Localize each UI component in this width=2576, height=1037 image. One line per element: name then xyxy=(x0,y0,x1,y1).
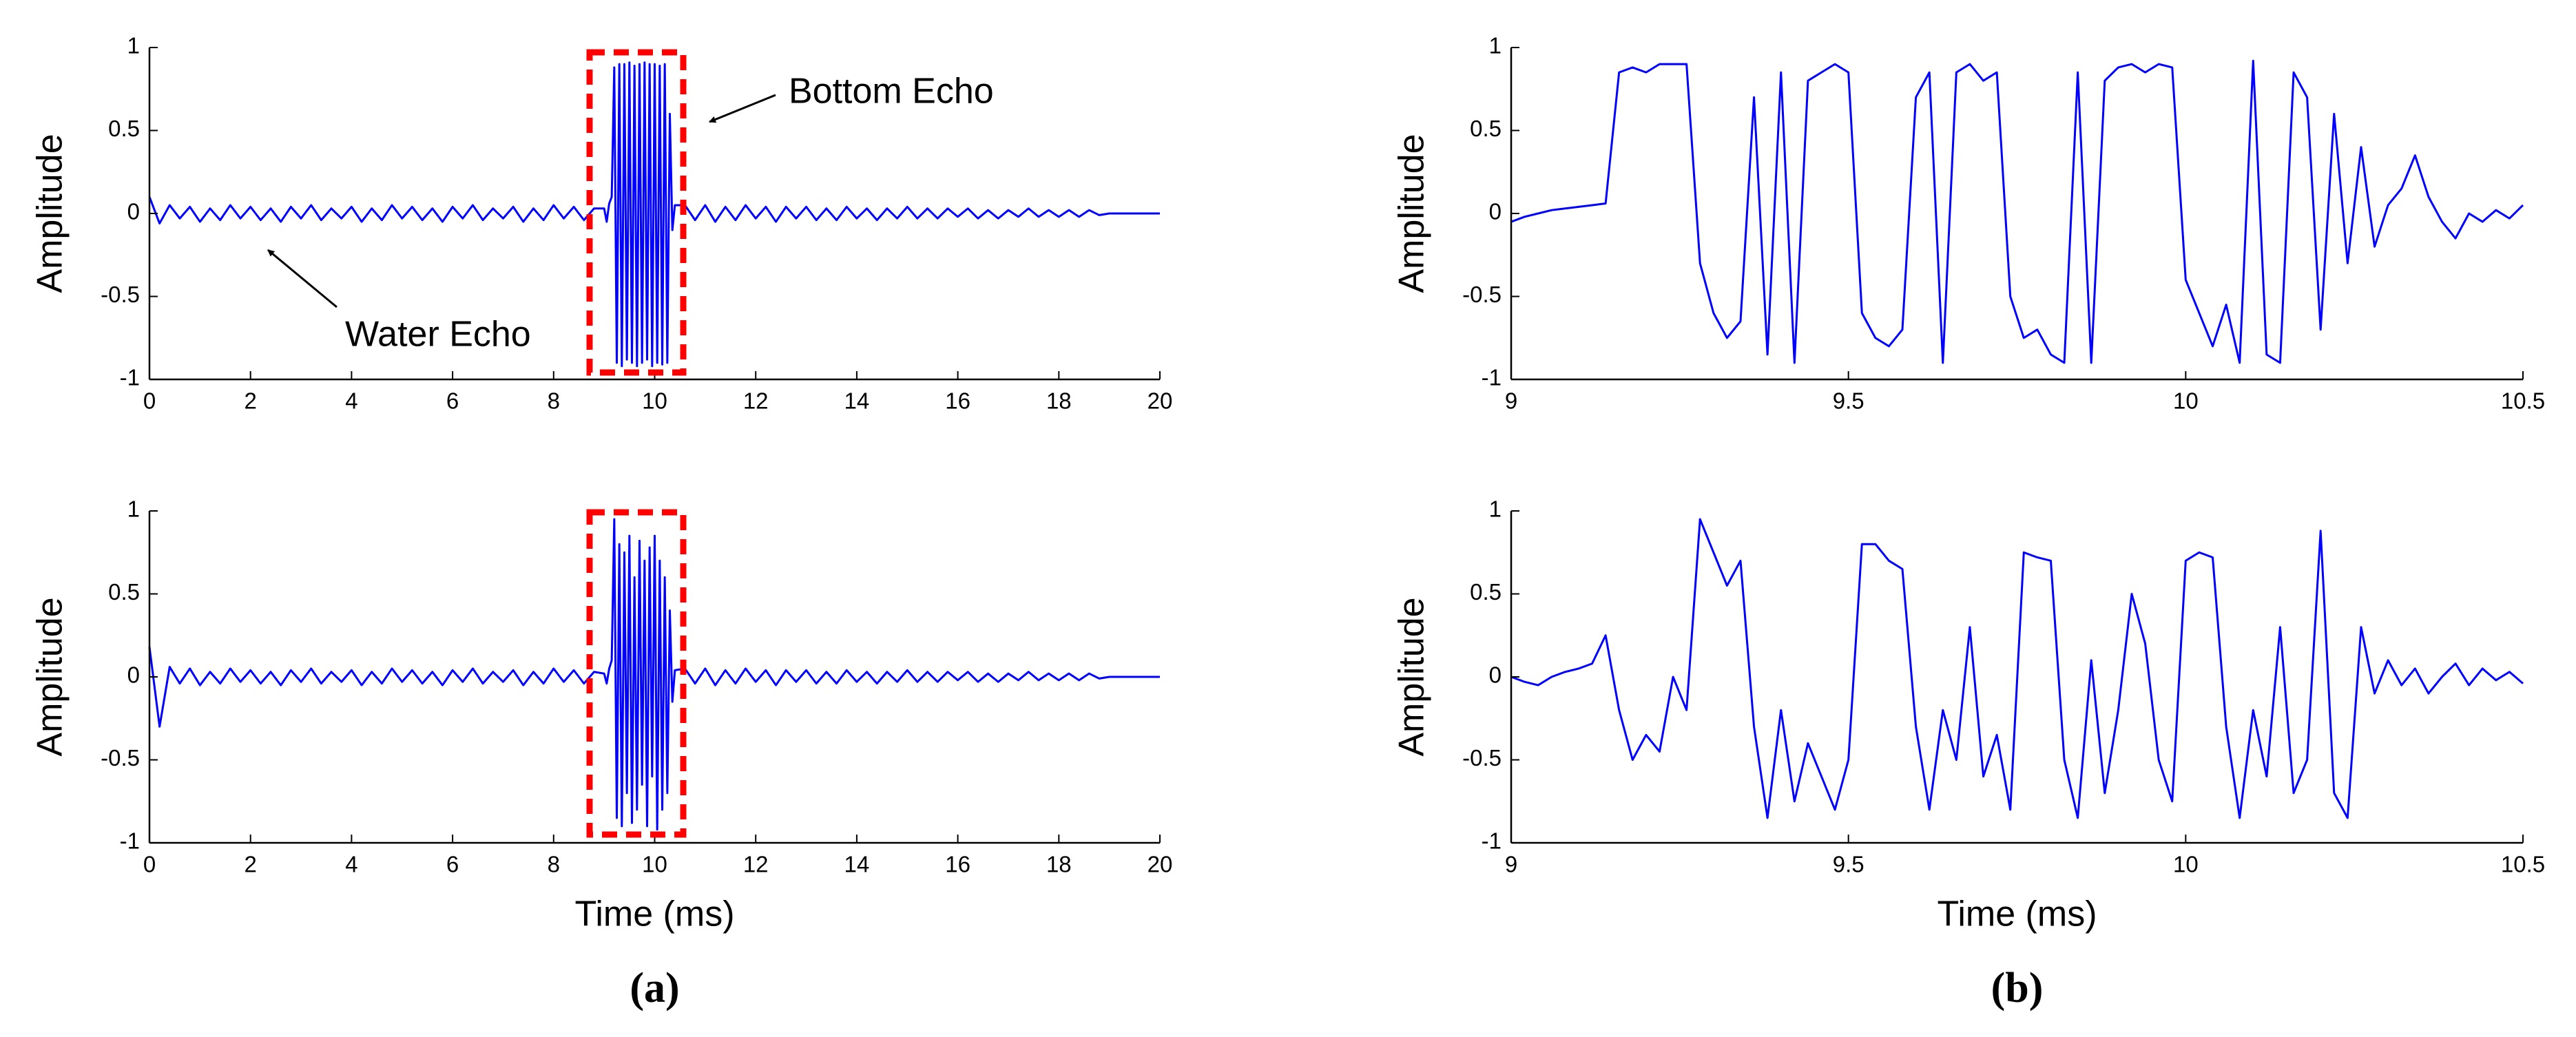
y-axis-label: Amplitude xyxy=(1392,597,1432,756)
x-tick-label: 10.5 xyxy=(2501,852,2545,877)
x-tick-label: 9.5 xyxy=(1833,852,1865,877)
x-tick-label: 4 xyxy=(345,852,357,877)
y-tick-label: 0.5 xyxy=(1470,116,1502,141)
x-tick-label: 10 xyxy=(642,852,667,877)
plot-panel: 9 9.5 10 10.5 -1 -0.5 0 0.5 1 Amplitude xyxy=(1392,33,2545,414)
y-axis-label: Amplitude xyxy=(1392,134,1432,293)
x-tick-label: 16 xyxy=(945,388,970,414)
x-tick-label: 9 xyxy=(1505,388,1517,414)
x-axis-label: Time (ms) xyxy=(574,894,734,934)
y-tick-label: 1 xyxy=(1489,496,1502,522)
y-tick-label: 0.5 xyxy=(108,579,140,605)
y-tick-label: -1 xyxy=(1482,828,1502,854)
x-tick-label: 8 xyxy=(548,388,560,414)
x-tick-label: 10 xyxy=(2173,852,2199,877)
plot-panel: 0 2 4 6 8 10 12 14 16 18 20 -1 -0.5 0 0.5 1 Amplitude Tim… xyxy=(30,496,1173,1012)
y-tick-label: -0.5 xyxy=(1462,745,1502,771)
x-tick-label: 0 xyxy=(143,388,156,414)
y-tick-label: -0.5 xyxy=(1462,282,1502,307)
x-tick-label: 20 xyxy=(1147,852,1173,877)
plot-panel: 0 2 4 6 8 10 12 14 16 18 20 -1 -0.5 0 0.5 1 Amplitude Bot… xyxy=(30,33,1173,414)
y-axis-label: Amplitude xyxy=(30,597,70,756)
x-tick-label: 6 xyxy=(446,388,459,414)
y-tick-label: 0.5 xyxy=(108,116,140,141)
y-tick-label: 0.5 xyxy=(1470,579,1502,605)
highlight-box xyxy=(586,49,687,376)
signal-line xyxy=(148,61,1160,368)
x-tick-label: 9 xyxy=(1505,852,1517,877)
y-tick-label: 0 xyxy=(127,199,140,224)
y-tick-label: 1 xyxy=(1489,33,1502,59)
y-tick-label: 0 xyxy=(127,662,140,688)
y-tick-label: 0 xyxy=(1489,662,1502,688)
x-tick-label: 18 xyxy=(1046,388,1072,414)
panel-label: (a) xyxy=(630,965,679,1012)
annotation-arrow xyxy=(267,249,337,308)
y-tick-label: -1 xyxy=(1482,365,1502,390)
highlight-box xyxy=(586,509,687,838)
signal-line xyxy=(148,518,1160,831)
x-tick-label: 16 xyxy=(945,852,970,877)
y-axis-label: Amplitude xyxy=(30,134,70,293)
x-tick-label: 12 xyxy=(743,852,769,877)
x-tick-label: 2 xyxy=(245,388,257,414)
x-tick-label: 4 xyxy=(345,388,357,414)
y-tick-label: -1 xyxy=(120,365,140,390)
x-tick-label: 20 xyxy=(1147,388,1173,414)
x-tick-label: 18 xyxy=(1046,852,1072,877)
annotation: Water Echo xyxy=(345,315,531,355)
signal-line xyxy=(1510,59,2524,364)
y-tick-label: 1 xyxy=(127,496,140,522)
x-tick-label: 6 xyxy=(446,852,459,877)
x-tick-label: 0 xyxy=(143,852,156,877)
x-tick-label: 14 xyxy=(844,388,870,414)
x-tick-label: 10 xyxy=(2173,388,2199,414)
x-tick-label: 12 xyxy=(743,388,769,414)
y-tick-label: -1 xyxy=(120,828,140,854)
y-tick-label: -0.5 xyxy=(101,282,140,307)
x-tick-label: 9.5 xyxy=(1833,388,1865,414)
annotation: Bottom Echo xyxy=(789,72,994,112)
panel-label: (b) xyxy=(1991,965,2044,1012)
signal-line xyxy=(1510,518,2524,819)
x-tick-label: 10 xyxy=(642,388,667,414)
x-tick-label: 14 xyxy=(844,852,870,877)
x-tick-label: 8 xyxy=(548,852,560,877)
y-tick-label: 0 xyxy=(1489,199,1502,224)
y-tick-label: -0.5 xyxy=(101,745,140,771)
y-tick-label: 1 xyxy=(127,33,140,59)
x-axis-label: Time (ms) xyxy=(1937,894,2097,934)
annotation-arrow xyxy=(709,94,776,123)
x-tick-label: 10.5 xyxy=(2501,388,2545,414)
x-tick-label: 2 xyxy=(245,852,257,877)
plot-panel: 9 9.5 10 10.5 -1 -0.5 0 0.5 1 Amplitude Time (ms) (… xyxy=(1392,496,2545,1012)
